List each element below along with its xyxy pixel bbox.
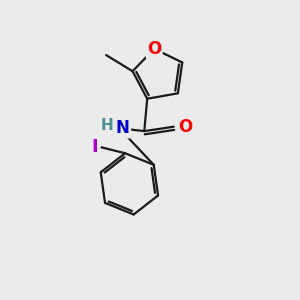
Text: O: O bbox=[147, 40, 161, 58]
Text: I: I bbox=[92, 138, 98, 156]
Text: O: O bbox=[178, 118, 192, 136]
Text: H: H bbox=[100, 118, 113, 133]
Text: N: N bbox=[116, 119, 130, 137]
